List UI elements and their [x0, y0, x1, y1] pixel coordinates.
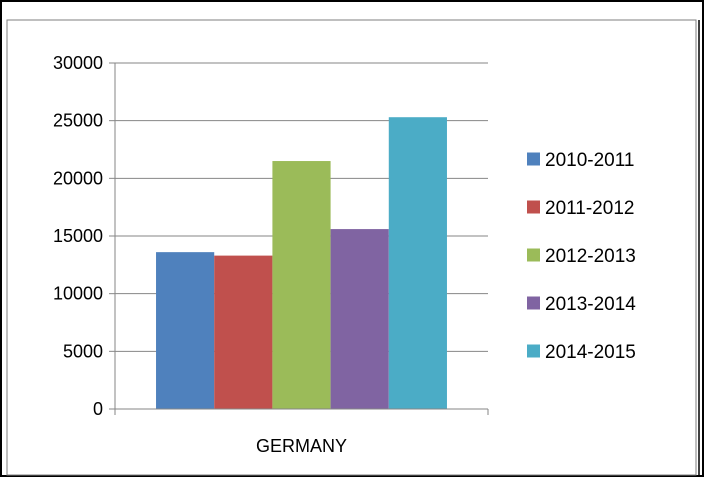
legend-label: 2013-2014: [545, 294, 636, 315]
bar-2014-2015: [388, 117, 447, 409]
x-tick-labels: GERMANY: [256, 436, 347, 456]
y-tick-label: 5000: [63, 341, 103, 361]
bars-group: [156, 117, 447, 409]
bar-2013-2014: [330, 229, 389, 409]
y-tick-label: 30000: [53, 53, 103, 73]
x-tick-label: GERMANY: [256, 436, 347, 456]
y-tick-label: 15000: [53, 226, 103, 246]
legend-label: 2010-2011: [545, 150, 634, 171]
legend-swatch: [527, 152, 540, 166]
y-tick-label: 25000: [53, 111, 103, 131]
y-tick-labels: 0 5000 10000 15000 20000 25000 30000: [53, 53, 103, 419]
bar-2010-2011: [156, 252, 215, 409]
bar-2012-2013: [272, 161, 331, 409]
legend-label: 2014-2015: [545, 342, 636, 363]
legend-swatch: [527, 200, 540, 214]
legend: 2010-2011 2011-2012 2012-2013 2013-2014 2014…: [527, 150, 636, 363]
legend-swatch: [527, 344, 540, 358]
legend-label: 2011-2012: [545, 198, 634, 219]
legend-label: 2012-2013: [545, 246, 636, 267]
legend-swatch: [527, 248, 540, 262]
legend-swatch: [527, 296, 540, 310]
axes-group: [109, 62, 489, 415]
y-tick-label: 10000: [53, 284, 103, 304]
y-tick-label: 20000: [53, 168, 103, 188]
y-tick-label: 0: [93, 399, 103, 419]
bar-2011-2012: [214, 255, 273, 409]
